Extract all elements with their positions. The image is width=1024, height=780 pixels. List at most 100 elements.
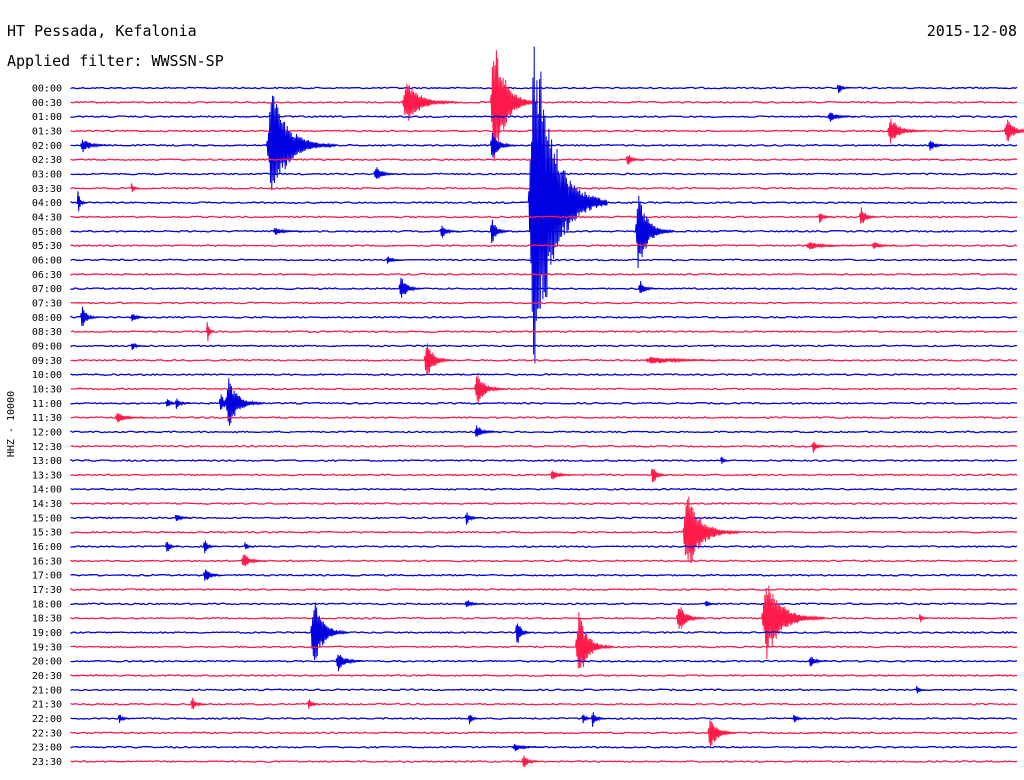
trace-row-24 — [70, 430, 1018, 434]
event-row-0-0 — [836, 84, 851, 93]
event-row-10-3 — [634, 195, 674, 269]
event-row-12-0 — [385, 256, 406, 264]
event-row-32-2 — [243, 542, 254, 550]
time-label-1930: 19:30 — [32, 642, 62, 653]
event-row-16-1 — [130, 313, 147, 322]
time-label-0430: 04:30 — [32, 212, 62, 223]
time-label-1330: 13:30 — [32, 470, 62, 481]
trace-row-20 — [70, 373, 1018, 377]
trace-row-3 — [70, 129, 1018, 133]
event-row-3-1 — [1003, 119, 1024, 142]
event-row-44-4 — [792, 715, 806, 723]
time-label-1000: 10:00 — [32, 370, 62, 381]
event-row-6-0 — [373, 167, 400, 179]
event-row-14-1 — [638, 281, 658, 294]
event-row-1-0 — [401, 83, 460, 121]
event-row-30-1 — [464, 512, 482, 525]
trace-row-42 — [70, 688, 1018, 692]
event-row-8-1 — [527, 46, 608, 364]
time-label-0000: 00:00 — [32, 84, 62, 95]
event-row-2-0 — [827, 112, 857, 122]
time-label-1430: 14:30 — [32, 499, 62, 510]
time-label-1630: 16:30 — [32, 556, 62, 567]
event-row-47-0 — [521, 755, 541, 768]
event-row-43-0 — [190, 697, 207, 710]
event-row-38-1 — [515, 623, 532, 643]
event-row-33-0 — [240, 554, 267, 567]
event-row-4-0 — [80, 139, 113, 153]
event-row-5-0 — [625, 155, 646, 165]
time-label-2200: 22:00 — [32, 714, 62, 725]
trace-row-15 — [70, 301, 1018, 305]
event-row-17-0 — [206, 322, 215, 342]
time-label-0600: 06:00 — [32, 255, 62, 266]
event-row-34-0 — [202, 569, 223, 581]
event-row-46-0 — [512, 744, 545, 752]
trace-row-32 — [70, 545, 1018, 549]
trace-row-11 — [70, 244, 1018, 248]
time-label-0200: 02:00 — [32, 141, 62, 152]
event-row-37-1 — [761, 585, 826, 660]
time-label-0500: 05:00 — [32, 227, 62, 238]
trace-row-12 — [70, 258, 1018, 262]
time-label-0300: 03:00 — [32, 169, 62, 180]
event-row-22-3 — [225, 378, 264, 426]
trace-row-23 — [70, 416, 1018, 420]
time-label-0700: 07:00 — [32, 284, 62, 295]
event-row-45-0 — [707, 720, 737, 747]
time-label-1300: 13:00 — [32, 456, 62, 467]
time-label-1600: 16:00 — [32, 542, 62, 553]
trace-row-36 — [70, 602, 1018, 606]
event-row-9-0 — [817, 213, 835, 224]
event-row-4-4 — [928, 140, 948, 151]
event-row-36-0 — [464, 600, 485, 607]
event-row-26-0 — [720, 456, 731, 464]
event-row-44-1 — [467, 714, 482, 725]
trace-row-29 — [70, 502, 1018, 506]
trace-row-17 — [70, 330, 1018, 334]
event-row-4-2 — [489, 132, 516, 158]
trace-row-18 — [70, 344, 1018, 348]
time-label-1700: 17:00 — [32, 571, 62, 582]
time-label-2130: 21:30 — [32, 700, 62, 711]
time-tick-labels: 00:00 00:30 01:00 01:30 02:00 02:30 03:00 03:30… — [32, 84, 62, 769]
time-label-0630: 06:30 — [32, 270, 62, 281]
trace-row-31 — [70, 530, 1018, 534]
event-row-7-0 — [130, 183, 141, 193]
event-row-32-0 — [165, 542, 179, 552]
time-label-2330: 23:30 — [32, 757, 62, 768]
station-title: HT Pessada, Kefalonia — [7, 22, 197, 40]
time-label-0030: 00:30 — [32, 98, 62, 109]
time-label-1400: 14:00 — [32, 485, 62, 496]
time-label-0530: 05:30 — [32, 241, 62, 252]
time-label-1230: 12:30 — [32, 442, 62, 453]
time-label-2300: 23:00 — [32, 743, 62, 754]
event-row-21-0 — [474, 375, 507, 403]
trace-row-41 — [70, 674, 1018, 677]
time-label-2000: 20:00 — [32, 657, 62, 668]
trace-row-26 — [70, 458, 1018, 463]
event-row-10-1 — [439, 225, 460, 238]
time-label-0400: 04:00 — [32, 198, 62, 209]
time-label-2030: 20:30 — [32, 671, 62, 682]
time-label-2230: 22:30 — [32, 728, 62, 739]
trace-row-39 — [70, 645, 1018, 649]
event-row-43-1 — [307, 699, 321, 710]
time-label-0130: 01:30 — [32, 126, 62, 137]
time-label-1200: 12:00 — [32, 427, 62, 438]
time-label-0900: 09:00 — [32, 341, 62, 352]
trace-row-43 — [70, 702, 1018, 706]
trace-row-45 — [70, 731, 1018, 735]
trace-row-35 — [70, 587, 1017, 591]
trace-row-22 — [70, 401, 1018, 405]
time-label-0800: 08:00 — [32, 313, 62, 324]
trace-row-14 — [70, 287, 1018, 291]
event-row-39-0 — [575, 612, 614, 669]
event-row-22-1 — [174, 398, 191, 409]
trace-row-1 — [70, 100, 1018, 104]
event-row-44-0 — [117, 714, 132, 723]
event-row-25-0 — [811, 441, 828, 453]
time-label-0830: 08:30 — [32, 327, 62, 338]
event-row-10-2 — [489, 219, 510, 244]
trace-row-13 — [70, 272, 1018, 276]
